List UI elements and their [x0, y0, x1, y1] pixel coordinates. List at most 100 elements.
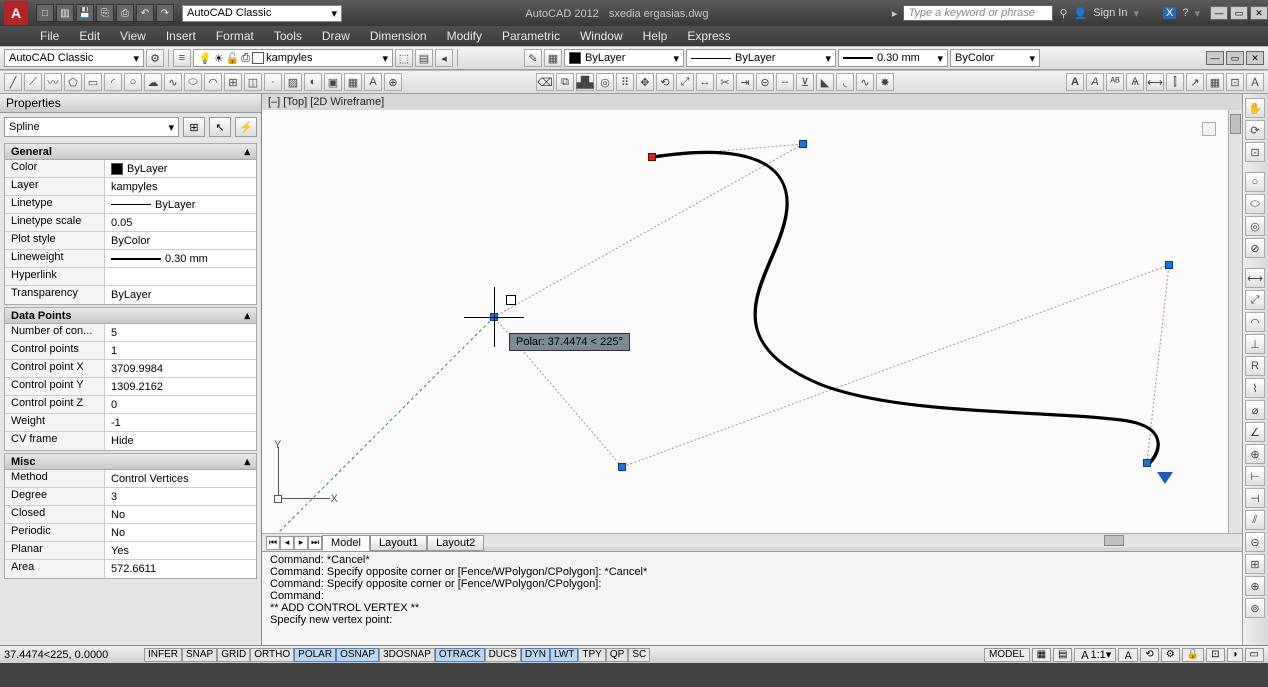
- status-toggle-ortho[interactable]: ORTHO: [250, 648, 294, 662]
- addselected-icon[interactable]: ⊕: [384, 73, 402, 91]
- prop-row[interactable]: CV frameHide: [5, 432, 256, 450]
- chamfer-icon[interactable]: ◣: [816, 73, 834, 91]
- prop-row[interactable]: ColorByLayer: [5, 160, 256, 178]
- quick-view-layouts-icon[interactable]: ▦: [1032, 648, 1051, 662]
- arc-icon[interactable]: ◜: [104, 73, 122, 91]
- prop-row[interactable]: LinetypeByLayer: [5, 196, 256, 214]
- dim-arc-icon[interactable]: ◠: [1245, 312, 1265, 332]
- status-toggle-otrack[interactable]: OTRACK: [435, 648, 485, 662]
- prop-row[interactable]: Lineweight0.30 mm: [5, 250, 256, 268]
- tab-model[interactable]: Model: [322, 535, 370, 551]
- viewport-label[interactable]: [–] [Top] [2D Wireframe]: [262, 94, 1242, 110]
- textstyle-icon[interactable]: Ѧ: [1126, 73, 1144, 91]
- dim-jogged-icon[interactable]: ⌇: [1245, 378, 1265, 398]
- workspace-combo[interactable]: AutoCAD Classic▾: [4, 49, 144, 67]
- minimize-button[interactable]: —: [1210, 6, 1228, 20]
- coordinate-display[interactable]: 37.4474<225, 0.0000: [4, 649, 144, 661]
- tab-layout2[interactable]: Layout2: [427, 535, 484, 551]
- prop-value[interactable]: 0: [105, 396, 256, 413]
- prop-row[interactable]: Hyperlink: [5, 268, 256, 286]
- prop-value[interactable]: 1: [105, 342, 256, 359]
- hatch-icon[interactable]: ▨: [284, 73, 302, 91]
- annoauto-icon[interactable]: ⟲: [1140, 648, 1158, 662]
- status-toggle-tpy[interactable]: TPY: [578, 648, 605, 662]
- extend-icon[interactable]: ⇥: [736, 73, 754, 91]
- isolate-objects-icon[interactable]: ◑: [1227, 648, 1243, 662]
- prop-value[interactable]: ByColor: [105, 232, 256, 249]
- tab-layout1[interactable]: Layout1: [370, 535, 427, 551]
- table2-icon[interactable]: ▦: [1206, 73, 1224, 91]
- menu-insert[interactable]: Insert: [156, 29, 206, 43]
- constraint-tangent-icon[interactable]: ⊘: [1245, 238, 1265, 258]
- prop-value[interactable]: ByLayer: [105, 286, 256, 304]
- tab-next-icon[interactable]: ▸: [294, 536, 308, 550]
- line-icon[interactable]: ╱: [4, 73, 22, 91]
- user-icon[interactable]: 👤: [1074, 7, 1088, 20]
- qat-redo-icon[interactable]: ↷: [156, 4, 174, 22]
- prop-row[interactable]: Control point X3709.9984: [5, 360, 256, 378]
- search-input[interactable]: Type a keyword or phrase: [903, 5, 1053, 21]
- prop-row[interactable]: Layerkampyles: [5, 178, 256, 196]
- toggle-pickadd-icon[interactable]: ⊞: [183, 117, 205, 137]
- prop-row[interactable]: Degree3: [5, 488, 256, 506]
- qat-save-icon[interactable]: 💾: [76, 4, 94, 22]
- direction-grip-icon[interactable]: [1157, 472, 1173, 484]
- nav-orbit-icon[interactable]: ⟳: [1245, 120, 1265, 140]
- layer-combo[interactable]: 💡☀🔓⎙kampyles▾: [193, 49, 393, 67]
- prop-value[interactable]: -1: [105, 414, 256, 431]
- prop-value[interactable]: 0.05: [105, 214, 256, 231]
- prop-section-data-points[interactable]: Data Points▴: [4, 307, 257, 324]
- qat-new-icon[interactable]: □: [36, 4, 54, 22]
- field-icon[interactable]: ⊡: [1226, 73, 1244, 91]
- break-at-point-icon[interactable]: ⊝: [756, 73, 774, 91]
- workspace-switch-icon[interactable]: ⚙: [1161, 648, 1180, 662]
- menu-window[interactable]: Window: [570, 29, 633, 43]
- control-point[interactable]: [618, 463, 626, 471]
- prop-row[interactable]: Linetype scale0.05: [5, 214, 256, 232]
- prop-row[interactable]: PeriodicNo: [5, 524, 256, 542]
- prop-value[interactable]: ByLayer: [105, 196, 256, 213]
- make-block-icon[interactable]: ◫: [244, 73, 262, 91]
- explode-icon[interactable]: ✸: [876, 73, 894, 91]
- tab-first-icon[interactable]: ⏮: [266, 536, 280, 550]
- doc-max-button[interactable]: ▭: [1226, 51, 1244, 65]
- center-mark-icon[interactable]: ⊕: [1245, 576, 1265, 596]
- tab-last-icon[interactable]: ⏭: [308, 536, 322, 550]
- prop-row[interactable]: ClosedNo: [5, 506, 256, 524]
- vertical-scrollbar[interactable]: [1228, 110, 1242, 533]
- dim-break-icon[interactable]: ⊝: [1245, 532, 1265, 552]
- menu-edit[interactable]: Edit: [69, 29, 110, 43]
- layer-prop-icon[interactable]: ≡: [173, 49, 191, 67]
- maximize-button[interactable]: ▭: [1230, 6, 1248, 20]
- offset-icon[interactable]: ◎: [596, 73, 614, 91]
- status-toggle-polar[interactable]: POLAR: [294, 648, 336, 662]
- dim-continue-icon[interactable]: ⊣: [1245, 488, 1265, 508]
- status-toggle-3dosnap[interactable]: 3DOSNAP: [379, 648, 435, 662]
- construction-line-icon[interactable]: ⟋: [24, 73, 42, 91]
- mtext-icon[interactable]: A: [364, 73, 382, 91]
- prop-value[interactable]: 5: [105, 324, 256, 341]
- status-toggle-snap[interactable]: SNAP: [182, 648, 217, 662]
- spline-icon[interactable]: ∿: [164, 73, 182, 91]
- exchange-icon[interactable]: X: [1163, 7, 1176, 19]
- object-type-dropdown[interactable]: Spline▾: [4, 117, 179, 137]
- viewcube[interactable]: [1196, 116, 1222, 142]
- dim-linear-icon[interactable]: ⟷: [1245, 268, 1265, 288]
- menu-draw[interactable]: Draw: [312, 29, 360, 43]
- prop-value[interactable]: kampyles: [105, 178, 256, 195]
- dim-radius-icon[interactable]: R: [1245, 356, 1265, 376]
- table-icon[interactable]: ▦: [344, 73, 362, 91]
- inspect-icon[interactable]: ⊚: [1245, 598, 1265, 618]
- annoscale-icon[interactable]: Ａ: [1246, 73, 1264, 91]
- block-icon[interactable]: ▦: [544, 49, 562, 67]
- draw-circle-icon[interactable]: ○: [1245, 172, 1265, 192]
- prop-value[interactable]: No: [105, 506, 256, 523]
- menu-file[interactable]: File: [30, 29, 69, 43]
- annovis-icon[interactable]: Ａ: [1118, 648, 1138, 662]
- revcloud-icon[interactable]: ☁: [144, 73, 162, 91]
- move-icon[interactable]: ✥: [636, 73, 654, 91]
- prop-row[interactable]: Plot styleByColor: [5, 232, 256, 250]
- point-icon[interactable]: ·: [264, 73, 282, 91]
- prop-row[interactable]: Number of con...5: [5, 324, 256, 342]
- quick-view-drawings-icon[interactable]: ▤: [1053, 648, 1072, 662]
